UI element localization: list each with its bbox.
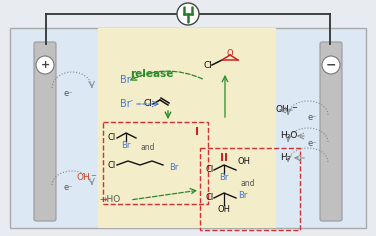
Text: Cl: Cl [205, 165, 213, 174]
Text: I: I [195, 127, 199, 137]
Text: +: + [40, 60, 50, 70]
Text: Cl: Cl [108, 160, 116, 169]
Text: −: − [291, 105, 297, 111]
Text: II: II [220, 153, 228, 163]
Text: OH: OH [76, 173, 90, 182]
Text: e⁻: e⁻ [307, 139, 317, 148]
Text: e⁻: e⁻ [63, 184, 73, 193]
Circle shape [322, 56, 340, 74]
Circle shape [177, 3, 199, 25]
Text: and: and [141, 143, 155, 152]
Text: −: − [90, 173, 96, 179]
Text: release: release [130, 69, 174, 79]
Text: −: − [130, 73, 137, 83]
Text: Cl: Cl [108, 134, 116, 143]
Text: Br: Br [169, 164, 179, 173]
Text: ·: · [130, 96, 134, 109]
Text: Cl: Cl [143, 100, 152, 109]
Text: OH: OH [217, 206, 230, 215]
Text: e⁻: e⁻ [307, 114, 317, 122]
Circle shape [36, 56, 54, 74]
Text: O: O [227, 49, 233, 58]
Bar [98, 28, 276, 228]
FancyBboxPatch shape [34, 42, 56, 221]
Text: and: and [241, 178, 255, 187]
Text: H₂O: H₂O [280, 131, 297, 140]
Text: Cl: Cl [203, 60, 212, 69]
Text: Br: Br [238, 190, 247, 199]
FancyBboxPatch shape [320, 42, 342, 221]
Text: Br: Br [121, 140, 131, 149]
Text: Cl: Cl [205, 194, 213, 202]
Text: Br: Br [120, 75, 131, 85]
Text: −: − [326, 59, 336, 72]
Text: OH: OH [276, 105, 290, 114]
Text: e⁻: e⁻ [63, 89, 73, 98]
Text: OH: OH [238, 157, 251, 167]
Text: H₂: H₂ [280, 153, 290, 163]
Text: Br: Br [219, 173, 229, 182]
Bar [10, 28, 366, 228]
Text: Br: Br [120, 99, 131, 109]
Text: →HO: →HO [100, 195, 121, 205]
